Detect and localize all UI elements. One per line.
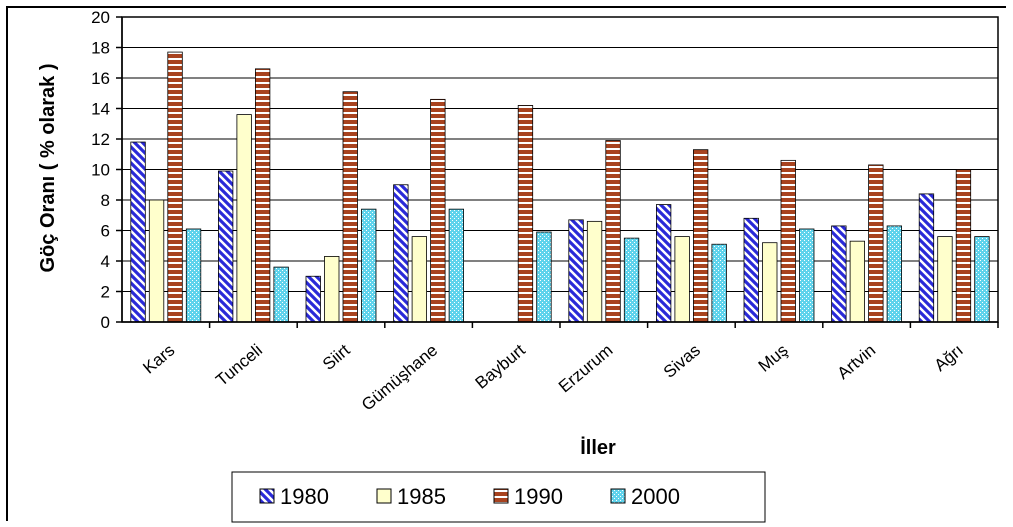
bar-1985-9 [937, 236, 953, 323]
bar-1980-9 [918, 193, 935, 323]
bar-1990-6 [693, 149, 709, 323]
y-tick-label: 20 [91, 8, 110, 27]
bar-2000-7 [799, 228, 815, 323]
bar-2000-5 [623, 237, 640, 323]
bar-1980-0 [130, 141, 146, 323]
bar-2000-4 [536, 231, 552, 323]
bar-2000-6 [711, 243, 727, 323]
bar-1980-5 [568, 219, 584, 323]
legend-swatch-1990 [493, 488, 509, 504]
bar-1980-7 [743, 217, 759, 323]
legend-label-1980: 1980 [280, 484, 329, 509]
chart-frame [6, 6, 1006, 521]
axes-group [116, 16, 999, 328]
bar-2000-9 [974, 236, 990, 323]
bar-1985-0 [148, 199, 165, 323]
x-axis-title: İller [580, 436, 616, 459]
legend-label-1990: 1990 [514, 484, 563, 509]
y-tick-label: 0 [101, 313, 110, 332]
category-label: Siirt [319, 340, 354, 374]
legend: 1980 1985 1990 2000 [231, 471, 766, 523]
y-tick-label: 12 [91, 130, 110, 149]
category-label: Gümüşhane [358, 341, 441, 415]
bar-2000-2 [361, 208, 377, 323]
bar-1990-1 [254, 68, 271, 323]
y-tick-label: 18 [91, 39, 110, 58]
y-tick-label: 16 [91, 69, 110, 88]
bar-1985-5 [586, 220, 603, 323]
category-label: Erzurum [555, 341, 616, 397]
y-tick-label: 6 [101, 222, 110, 241]
bar-2000-1 [273, 266, 289, 323]
category-label: Tunceli [212, 341, 266, 390]
bar-1985-7 [762, 242, 778, 323]
category-label: Muş [755, 341, 792, 376]
grid-lines [122, 47, 998, 292]
bar-2000-3 [448, 208, 465, 323]
category-label: Ağrı [931, 341, 967, 376]
category-label: Sivas [660, 341, 704, 382]
y-tick-label: 8 [101, 191, 110, 210]
bar-1990-5 [605, 140, 621, 323]
bar-1980-8 [831, 225, 847, 323]
y-tick-labels: 0 2 4 6 8 10 12 14 16 18 20 [91, 8, 110, 332]
category-label: Bayburt [472, 340, 529, 392]
y-tick-label: 4 [101, 252, 110, 271]
bar-1990-8 [868, 164, 884, 323]
bar-1990-4 [517, 105, 534, 323]
bar-2000-8 [886, 225, 902, 323]
bar-1990-9 [955, 169, 972, 323]
y-axis-title: Göç Oranı ( % olarak ) [37, 64, 59, 273]
bar-1985-2 [324, 256, 340, 323]
bar-1990-2 [342, 91, 358, 323]
category-label: Artvin [834, 341, 880, 383]
bar-1980-6 [656, 204, 672, 323]
bar-1990-3 [430, 98, 446, 323]
category-label: Kars [139, 341, 178, 378]
bar-1990-7 [780, 159, 796, 323]
legend-swatch-1980 [259, 488, 275, 504]
bar-1985-1 [236, 114, 252, 323]
x-category-labels: Kars Tunceli Siirt Gümüşhane Bayburt Erzurum S… [139, 340, 966, 414]
y-tick-label: 10 [91, 161, 110, 180]
y-tick-label: 14 [91, 100, 110, 119]
legend-label-2000: 2000 [631, 484, 680, 509]
bar-1990-0 [167, 51, 183, 323]
legend-label-1985: 1985 [397, 484, 446, 509]
bar-1980-2 [305, 275, 321, 323]
legend-swatch-1985 [376, 488, 392, 504]
legend-swatch-2000 [610, 488, 626, 504]
bar-1980-1 [217, 170, 234, 323]
bar-2000-0 [185, 228, 202, 323]
bar-1985-8 [849, 240, 865, 323]
y-tick-label: 2 [101, 283, 110, 302]
bar-1985-6 [674, 236, 690, 323]
bars-group [130, 51, 990, 323]
bar-1985-3 [411, 236, 428, 323]
bar-1980-3 [393, 184, 409, 323]
